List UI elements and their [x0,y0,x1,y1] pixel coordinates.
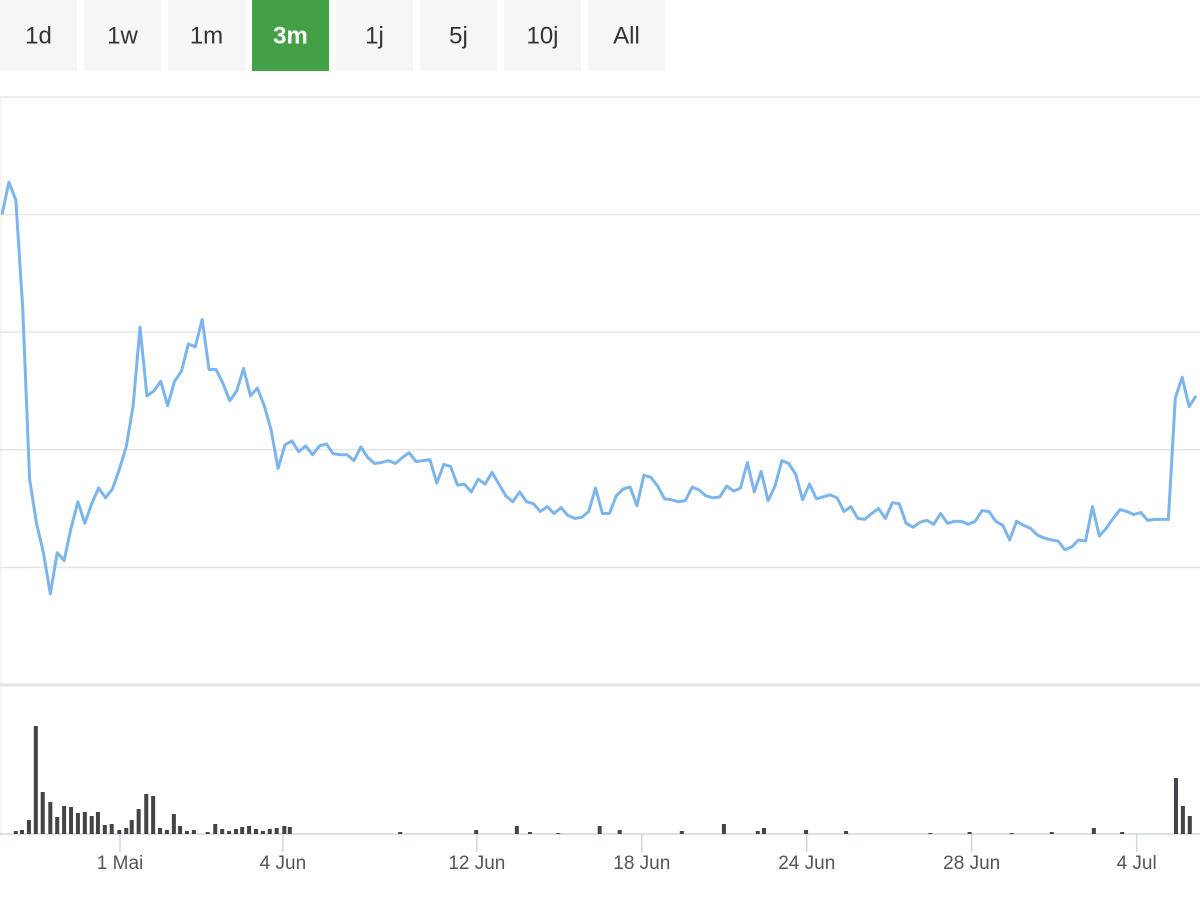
x-tick-label: 18 Jun [613,853,670,874]
volume-bar [928,833,933,834]
volume-bar [1180,806,1185,834]
volume-bar [20,830,25,834]
x-tick-label: 1 Mai [97,853,143,874]
x-tick-label: 12 Jun [448,853,505,874]
volume-bar [89,816,94,834]
range-button-label[interactable]: 1w [107,22,138,49]
volume-bar [804,830,809,834]
range-button[interactable] [252,0,329,71]
volume-bar [136,809,141,834]
volume-bar [213,824,218,834]
x-tick-label: 28 Jun [943,853,1000,874]
x-tick-label: 4 Jun [260,853,306,874]
volume-bar [721,824,726,834]
volume-bar [151,796,156,834]
volume-bar [527,832,532,834]
range-button-label[interactable]: 1j [365,22,384,49]
range-button-label[interactable]: 5j [449,22,468,49]
x-tick-label: 24 Jun [778,853,835,874]
volume-bar [474,830,479,834]
volume-bar [755,831,760,834]
range-button-label[interactable]: All [613,22,640,49]
volume-bar [227,831,232,834]
range-button[interactable] [504,0,581,71]
volume-bar [247,826,252,834]
volume-bar [1009,833,1014,834]
volume-bar [1173,778,1178,834]
volume-bar [13,831,18,834]
volume-bar [1120,832,1125,834]
volume-bar [274,828,279,834]
volume-bar [679,831,684,834]
volume-bar [1049,832,1054,834]
volume-bar [844,831,849,834]
volume-bar [109,824,114,834]
range-button[interactable] [84,0,161,71]
volume-bar [95,812,100,834]
volume-bar [398,832,403,834]
range-button[interactable] [336,0,413,71]
volume-bar [191,830,196,834]
volume-bar [178,826,183,834]
volume-bar [40,792,45,834]
volume-bar [220,829,225,834]
range-button[interactable] [420,0,497,71]
volume-bar [117,830,122,834]
volume-bar [26,820,31,834]
volume-bar [967,832,972,834]
volume-bar [144,794,149,834]
volume-bar [514,826,519,834]
volume-bar [62,806,67,834]
volume-bar [184,831,189,834]
volume-bar [205,832,210,834]
volume-bar [102,825,107,834]
x-tick-label: 4 Jul [1117,853,1157,874]
volume-bar [129,820,134,834]
volume-bar [75,813,80,834]
volume-bar [556,833,561,834]
volume-bar [171,814,176,834]
volume-bar [1091,828,1096,834]
range-button-label[interactable]: 1d [25,22,52,49]
volume-bar [69,807,74,834]
volume-bar [260,831,265,834]
volume-bar [1187,816,1192,834]
volume-bar [233,829,238,834]
range-button[interactable] [168,0,245,71]
volume-bar [124,828,129,834]
range-button[interactable] [0,0,77,71]
range-button-label[interactable]: 3m [273,22,308,49]
volume-bar [267,829,272,834]
range-button-label[interactable]: 10j [526,22,558,49]
volume-bar [282,826,287,834]
volume-bar [761,828,766,834]
volume-bar [597,826,602,834]
range-button[interactable] [588,0,665,71]
volume-bar [240,827,245,834]
volume-bar [164,830,169,834]
volume-bar [287,827,292,834]
price-line [0,180,1198,596]
range-button-label[interactable]: 1m [190,22,223,49]
volume-bar [48,802,53,834]
volume-bar [33,726,38,834]
volume-bar [253,829,258,834]
volume-bar [617,830,622,834]
volume-bar [82,812,87,834]
volume-bar [55,817,60,834]
volume-bar [158,828,163,834]
